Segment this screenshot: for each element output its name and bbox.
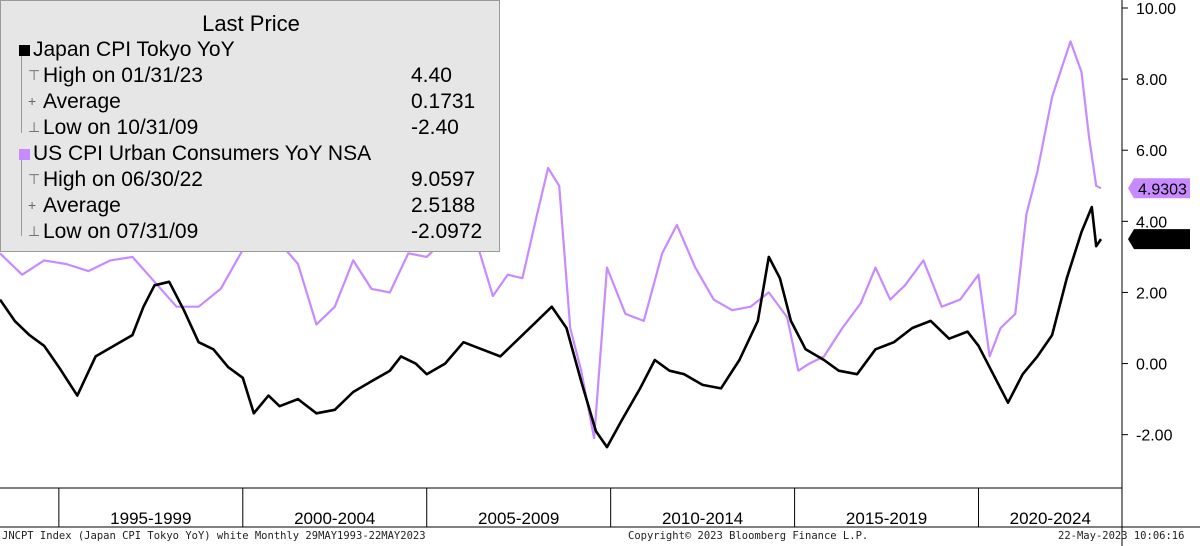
y-tick-label: -2.00: [1136, 428, 1173, 445]
y-tick-label: 6.00: [1136, 143, 1167, 160]
legend-series-2: US CPI Urban Consumers YoY NSA: [1, 142, 501, 168]
last-value-flag-japan: [1128, 229, 1190, 250]
x-tick-label: 2005-2009: [478, 509, 559, 528]
legend-swatch-us: [19, 149, 30, 160]
legend-low-value: -2.40: [411, 116, 459, 139]
x-tick-label: 2015-2019: [846, 509, 927, 528]
average-marker-icon: +: [28, 197, 37, 213]
legend-high-label: High on 06/30/22: [43, 168, 203, 191]
legend-high-value: 4.40: [411, 64, 452, 87]
legend-tree-line-2: [21, 158, 22, 236]
legend-series-1: Japan CPI Tokyo YoY: [1, 38, 501, 64]
legend-series-2-high: ⊤ High on 06/30/22 9.0597: [1, 168, 501, 194]
last-value-label-japan: 3.50: [1138, 232, 1169, 249]
x-tick-label: 2000-2004: [294, 509, 375, 528]
legend-avg-value: 0.1731: [411, 90, 476, 113]
legend-swatch-japan: [19, 45, 30, 56]
legend-high-label: High on 01/31/23: [43, 64, 203, 87]
last-value-flag-us: [1128, 178, 1190, 199]
x-tick-label: 1995-1999: [110, 509, 191, 528]
legend-tree-line-1: [21, 55, 22, 133]
high-marker-icon: ⊤: [28, 171, 41, 187]
low-marker-icon: ⊥: [28, 119, 41, 135]
series-line-japan-cpi-tokyo: [0, 205, 1103, 449]
x-tick-label: 2020-2024: [1010, 509, 1091, 528]
legend-avg-label: Average: [43, 90, 121, 113]
last-value-label-us: 4.9303: [1138, 181, 1187, 198]
legend-high-value: 9.0597: [411, 168, 476, 191]
y-tick-label: 0.00: [1136, 357, 1167, 374]
low-marker-icon: ⊥: [28, 223, 41, 239]
legend-series-1-avg: + Average 0.1731: [1, 90, 501, 116]
x-tick-label: 2010-2014: [662, 509, 743, 528]
legend-low-label: Low on 10/31/09: [43, 116, 199, 139]
legend-box: Last Price Japan CPI Tokyo YoY ⊤ High on…: [0, 0, 500, 252]
y-tick-label: 4.00: [1136, 214, 1167, 231]
y-tick-label: 2.00: [1136, 285, 1167, 302]
legend-title: Last Price: [202, 11, 300, 36]
footer-timestamp: 22-May-2023 10:06:16: [1058, 530, 1185, 542]
legend-series-2-avg: + Average 2.5188: [1, 194, 501, 220]
legend-series-2-low: ⊥ Low on 07/31/09 -2.0972: [1, 220, 501, 246]
average-marker-icon: +: [28, 93, 37, 109]
legend-avg-label: Average: [43, 194, 121, 217]
footer-source: JNCPT Index (Japan CPI Tokyo YoY) white …: [2, 530, 426, 542]
legend-low-label: Low on 07/31/09: [43, 220, 199, 243]
y-tick-label: 8.00: [1136, 72, 1167, 89]
legend-series-1-low: ⊥ Low on 10/31/09 -2.40: [1, 116, 501, 142]
legend-series-2-name: US CPI Urban Consumers YoY NSA: [33, 142, 372, 165]
high-marker-icon: ⊤: [28, 67, 41, 83]
legend-avg-value: 2.5188: [411, 194, 476, 217]
legend-series-1-high: ⊤ High on 01/31/23 4.40: [1, 64, 501, 90]
legend-low-value: -2.0972: [411, 220, 483, 243]
legend-series-1-name: Japan CPI Tokyo YoY: [33, 38, 235, 61]
y-tick-label: 10.00: [1136, 1, 1176, 18]
footer-copyright: Copyright© 2023 Bloomberg Finance L.P.: [628, 530, 869, 542]
